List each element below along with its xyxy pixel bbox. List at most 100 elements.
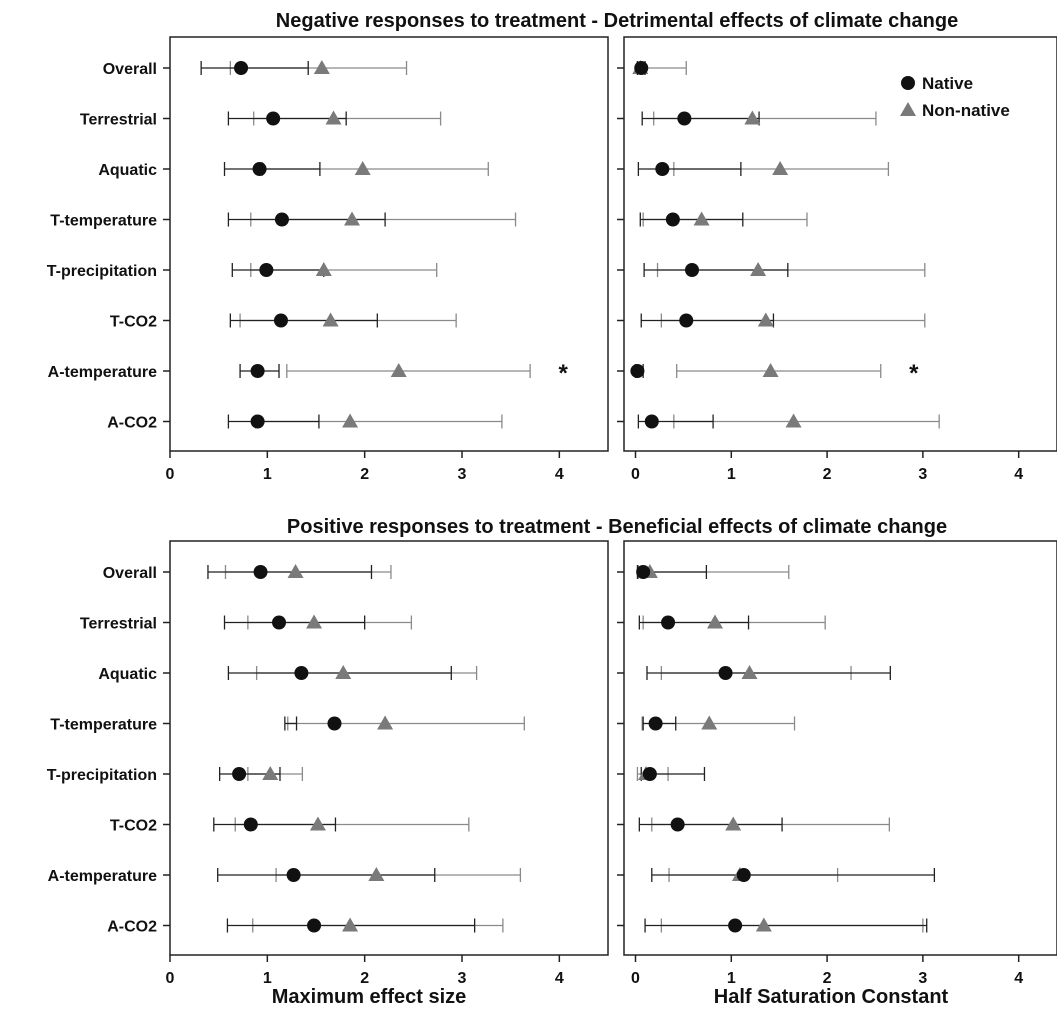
- panel-frame: [169, 540, 609, 956]
- native-point: [243, 817, 258, 832]
- native-point: [677, 111, 692, 126]
- category-label: Aquatic: [98, 162, 157, 179]
- non-native-point: [335, 665, 352, 679]
- non-native-point: [377, 715, 394, 730]
- non-native-point: [325, 110, 342, 125]
- x-tick-label: 4: [555, 970, 564, 987]
- non-native-point: [287, 564, 304, 578]
- panel-frame: [623, 36, 1057, 452]
- category-label: Terrestrial: [80, 616, 157, 633]
- non-native-point: [390, 363, 407, 377]
- panel-1: 0 1 2 3 4 *: [617, 36, 1057, 483]
- native-point: [250, 364, 265, 378]
- non-native-point: [344, 211, 361, 226]
- non-native-point: [750, 262, 767, 276]
- x-tick-label: 4: [555, 466, 564, 483]
- significance-marker: *: [909, 360, 919, 387]
- legend-native-label: Native: [922, 74, 973, 93]
- panel-frame: [623, 540, 1057, 956]
- x-tick-label: 2: [823, 970, 832, 987]
- panels: 0 1 2 3 4 Overall Terrestrial Aquatic T-temperat…: [47, 36, 1057, 987]
- panel-frame: [169, 36, 609, 452]
- native-point: [655, 162, 670, 176]
- native-point: [294, 666, 309, 680]
- native-point: [644, 414, 659, 429]
- bottom-title: Positive responses to treatment - Benefi…: [287, 516, 947, 538]
- non-native-point: [757, 312, 774, 327]
- native-point: [274, 212, 289, 227]
- native-point: [232, 767, 247, 781]
- native-point: [634, 61, 649, 75]
- native-point: [718, 666, 733, 680]
- x-tick-label: 1: [727, 970, 736, 987]
- category-label: A-temperature: [48, 364, 157, 381]
- native-point: [259, 263, 274, 277]
- native-point: [661, 615, 676, 630]
- non-native-point: [322, 312, 339, 327]
- native-point: [665, 212, 680, 227]
- x-tick-label: 2: [360, 970, 369, 987]
- native-point: [252, 162, 267, 176]
- non-native-point: [693, 211, 710, 226]
- non-native-point: [741, 665, 758, 679]
- x-tick-label: 0: [631, 970, 640, 987]
- native-point: [234, 61, 249, 75]
- native-point: [728, 918, 743, 933]
- native-point: [327, 716, 342, 731]
- x-tick-label: 4: [1014, 970, 1023, 987]
- native-point: [250, 414, 265, 429]
- non-native-point: [744, 110, 761, 125]
- non-native-point: [701, 715, 718, 730]
- legend-non-native-label: Non-native: [922, 101, 1010, 120]
- native-point: [307, 918, 322, 933]
- non-native-point: [306, 614, 323, 629]
- category-label: T-temperature: [50, 213, 157, 230]
- non-native-point: [762, 363, 779, 377]
- non-native-point: [368, 867, 385, 881]
- non-native-point: [262, 766, 279, 780]
- non-native-point: [342, 917, 359, 932]
- panel-0: 0 1 2 3 4 Overall Terrestrial Aquatic T-temperat…: [47, 36, 609, 483]
- x-tick-label: 0: [166, 466, 175, 483]
- non-native-point: [707, 614, 724, 629]
- category-label: A-temperature: [48, 868, 157, 885]
- x-tick-label: 1: [263, 466, 272, 483]
- x-tick-label: 3: [918, 466, 927, 483]
- category-label: Terrestrial: [80, 112, 157, 129]
- legend-native-marker: [901, 76, 915, 90]
- category-label: T-CO2: [110, 314, 157, 331]
- native-point: [636, 565, 651, 579]
- non-native-point: [772, 161, 789, 175]
- non-native-point: [725, 816, 742, 831]
- native-point: [286, 868, 301, 882]
- x-axis-label-left: Maximum effect size: [272, 986, 467, 1008]
- category-label: A-CO2: [107, 919, 157, 936]
- non-native-point: [315, 262, 332, 276]
- x-tick-label: 2: [360, 466, 369, 483]
- legend-non-native-marker: [900, 102, 916, 116]
- non-native-point: [313, 60, 330, 74]
- category-label: A-CO2: [107, 415, 157, 432]
- category-label: Aquatic: [98, 666, 157, 683]
- x-tick-label: 1: [727, 466, 736, 483]
- non-native-point: [309, 816, 326, 831]
- panel-3: 0 1 2 3 4: [617, 540, 1057, 987]
- x-tick-label: 0: [166, 970, 175, 987]
- category-label: T-temperature: [50, 717, 157, 734]
- x-tick-label: 4: [1014, 466, 1023, 483]
- panel-2: 0 1 2 3 4 Overall Terrestrial Aquatic T-temperat…: [47, 540, 609, 987]
- category-label: Overall: [103, 565, 157, 582]
- native-point: [253, 565, 268, 579]
- x-tick-label: 3: [458, 970, 467, 987]
- x-tick-label: 3: [458, 466, 467, 483]
- native-point: [679, 313, 694, 328]
- category-label: T-precipitation: [47, 263, 157, 280]
- category-label: T-precipitation: [47, 767, 157, 784]
- native-point: [670, 817, 685, 832]
- native-point: [630, 364, 645, 378]
- x-axis-label-right: Half Saturation Constant: [714, 986, 949, 1008]
- non-native-point: [755, 917, 772, 932]
- legend: Native Non-native: [900, 74, 1010, 120]
- x-tick-label: 1: [263, 970, 272, 987]
